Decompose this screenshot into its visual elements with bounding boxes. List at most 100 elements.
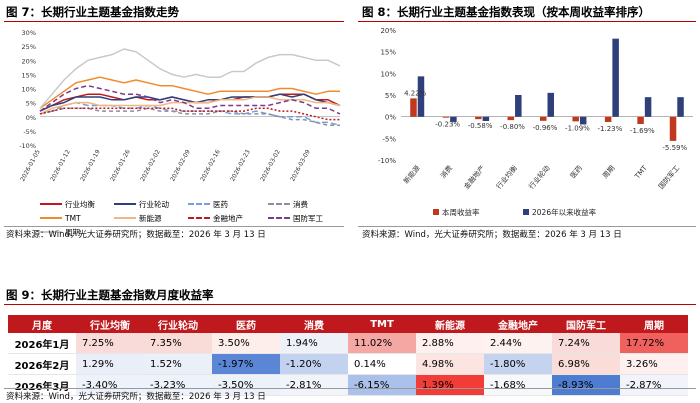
table-row: 2026年3月 -3.40% -3.23% -3.50% -2.81% -6.15% 1.3… — [8, 374, 688, 396]
table-row: 2026年2月 1.29% 1.52% -1.97% -1.20% 0.14% 4.98% -… — [8, 353, 688, 375]
fig8-bar — [475, 116, 482, 120]
fig8-legend-swatch — [523, 209, 529, 215]
fig7-series-line — [39, 96, 341, 115]
fig8-data-label: -1.23% — [598, 125, 623, 133]
fig8-y-tick-label: -5% — [382, 135, 396, 143]
legend-label: 行业轮动 — [139, 199, 169, 209]
table-header-cell: 周期 — [620, 315, 688, 333]
table-cell: 1.52% — [144, 353, 212, 375]
legend-label: 医药 — [213, 199, 228, 209]
fig8-category-label: 国防军工 — [656, 164, 681, 191]
fig7-series-line — [39, 48, 341, 109]
fig8-category-label: 新能源 — [401, 164, 421, 186]
fig8-category-label: 行业均衡 — [494, 164, 519, 191]
table-header-cell: 消费 — [280, 315, 348, 333]
fig7-x-tick-label: 2026-01-26 — [109, 148, 132, 182]
monthly-returns-table: 月度 行业均衡 行业轮动 医药 消费 TMT 新能源 金融地产 国防军工 周期 2026年1月 7.… — [8, 315, 688, 396]
fig8-data-label: -5.59% — [662, 144, 687, 152]
fig7-legend-item: 消费 — [268, 197, 358, 211]
fig9-source-rule — [4, 388, 696, 389]
fig8-data-label: 4.22% — [404, 89, 427, 97]
fig8-legend-label: 本周收益率 — [442, 207, 480, 217]
fig7-source-rule — [4, 226, 344, 227]
table-cell: -1.20% — [280, 353, 348, 375]
legend-label: TMT — [65, 213, 81, 223]
fig7-y-tick-label: 20% — [22, 57, 36, 65]
legend-line-swatch — [40, 231, 62, 233]
fig8-y-tick-label: 10% — [380, 70, 396, 78]
fig8-data-label: -1.09% — [565, 124, 590, 132]
table-cell: -2.87% — [620, 374, 688, 396]
fig8-data-label: -1.69% — [630, 127, 655, 135]
table-cell: 1.39% — [416, 374, 484, 396]
table-cell: -6.15% — [348, 374, 416, 396]
legend-label: 新能源 — [139, 213, 162, 223]
table-cell: -3.50% — [212, 374, 280, 396]
fig8-y-tick-label: 15% — [380, 49, 396, 57]
fig8-legend-swatch — [433, 209, 439, 215]
legend-label: 国防军工 — [293, 213, 323, 223]
fig8-bar — [637, 116, 644, 124]
legend-line-swatch — [188, 203, 210, 205]
table-header-cell: TMT — [348, 315, 416, 333]
fig8-bar — [410, 98, 417, 117]
fig7-series-line — [39, 84, 341, 115]
table-cell: 2.44% — [484, 333, 552, 354]
fig8-title: 图 8：长期行业主题基金指数表现（按本周收益率排序） — [362, 5, 651, 19]
fig8-bar — [677, 97, 684, 117]
fig8-category-label: 金融地产 — [462, 164, 487, 191]
legend-label: 金融地产 — [213, 213, 243, 223]
fig8-bar — [540, 116, 547, 121]
table-header-cell: 医药 — [212, 315, 280, 333]
fig8-category-label: 医药 — [568, 164, 584, 181]
fig8-legend-label: 2026年以来收益率 — [532, 207, 597, 217]
fig8-category-label: 行业轮动 — [527, 164, 552, 191]
table-cell: -1.80% — [484, 353, 552, 375]
table-cell: 4.98% — [416, 353, 484, 375]
table-header-cell: 国防军工 — [552, 315, 620, 333]
fig7-series-line — [39, 101, 341, 126]
table-cell: -8.93% — [552, 374, 620, 396]
table-cell: 7.25% — [76, 333, 144, 354]
fig7-x-tick-label: 2026-02-23 — [229, 148, 252, 182]
fig7-legend-item: TMT — [40, 211, 114, 225]
legend-line-swatch — [40, 217, 62, 219]
table-cell: -1.97% — [212, 353, 280, 375]
fig8-y-tick-label: 0% — [385, 114, 396, 122]
legend-line-swatch — [114, 203, 136, 205]
fig7-y-tick-label: -5% — [23, 128, 36, 136]
fig7-x-tick-label: 2026-01-19 — [79, 148, 102, 182]
fig8-data-label: -0.80% — [500, 123, 525, 131]
legend-label: 行业均衡 — [65, 199, 95, 209]
table-row-label: 2026年3月 — [8, 374, 76, 396]
fig7-legend-item: 周期 — [40, 225, 114, 239]
table-cell: 7.35% — [144, 333, 212, 354]
table-cell: -3.40% — [76, 374, 144, 396]
fig8-y-tick-label: -10% — [378, 157, 396, 165]
table-row: 2026年1月 7.25% 7.35% 3.50% 1.94% 11.02% 2.88% 2.… — [8, 333, 688, 354]
table-cell: 0.14% — [348, 353, 416, 375]
legend-line-swatch — [114, 217, 136, 219]
table-row-label: 2026年2月 — [8, 353, 76, 375]
table-cell: -1.68% — [484, 374, 552, 396]
fig9-source: 资料来源：Wind，光大证券研究所；数据截至：2026 年 3 月 13 日 — [6, 392, 266, 402]
fig8-source-rule — [358, 226, 696, 227]
fig9-title-rule — [4, 304, 696, 305]
fig7-y-tick-label: 10% — [22, 86, 36, 94]
fig7-x-tick-label: 2026-02-16 — [199, 148, 222, 182]
fig8-data-label: -0.23% — [435, 121, 460, 129]
fig7-series-line — [39, 76, 340, 109]
table-cell: -3.23% — [144, 374, 212, 396]
fig8-category-label: 消费 — [438, 164, 454, 181]
fig8-bar — [579, 116, 587, 125]
legend-label: 周期 — [65, 227, 80, 237]
fig7-legend: 行业均衡 行业轮动 医药 消费 TMT 新能源 金融地产 国防军工周期 — [40, 197, 358, 239]
table-header-cell: 行业均衡 — [76, 315, 144, 333]
table-cell: 7.24% — [552, 333, 620, 354]
fig7-x-tick-label: 2026-02-09 — [169, 148, 192, 182]
legend-label: 消费 — [293, 199, 308, 209]
table-cell: 1.94% — [280, 333, 348, 354]
fig7-legend-item: 医药 — [188, 197, 268, 211]
fig8-bar-chart: -10% -5% 0% 5% 10% 15% 20% 4.22% 新能源 -0.23% 消费 -0.5… — [378, 27, 693, 217]
fig7-legend-item: 国防军工 — [268, 211, 358, 225]
